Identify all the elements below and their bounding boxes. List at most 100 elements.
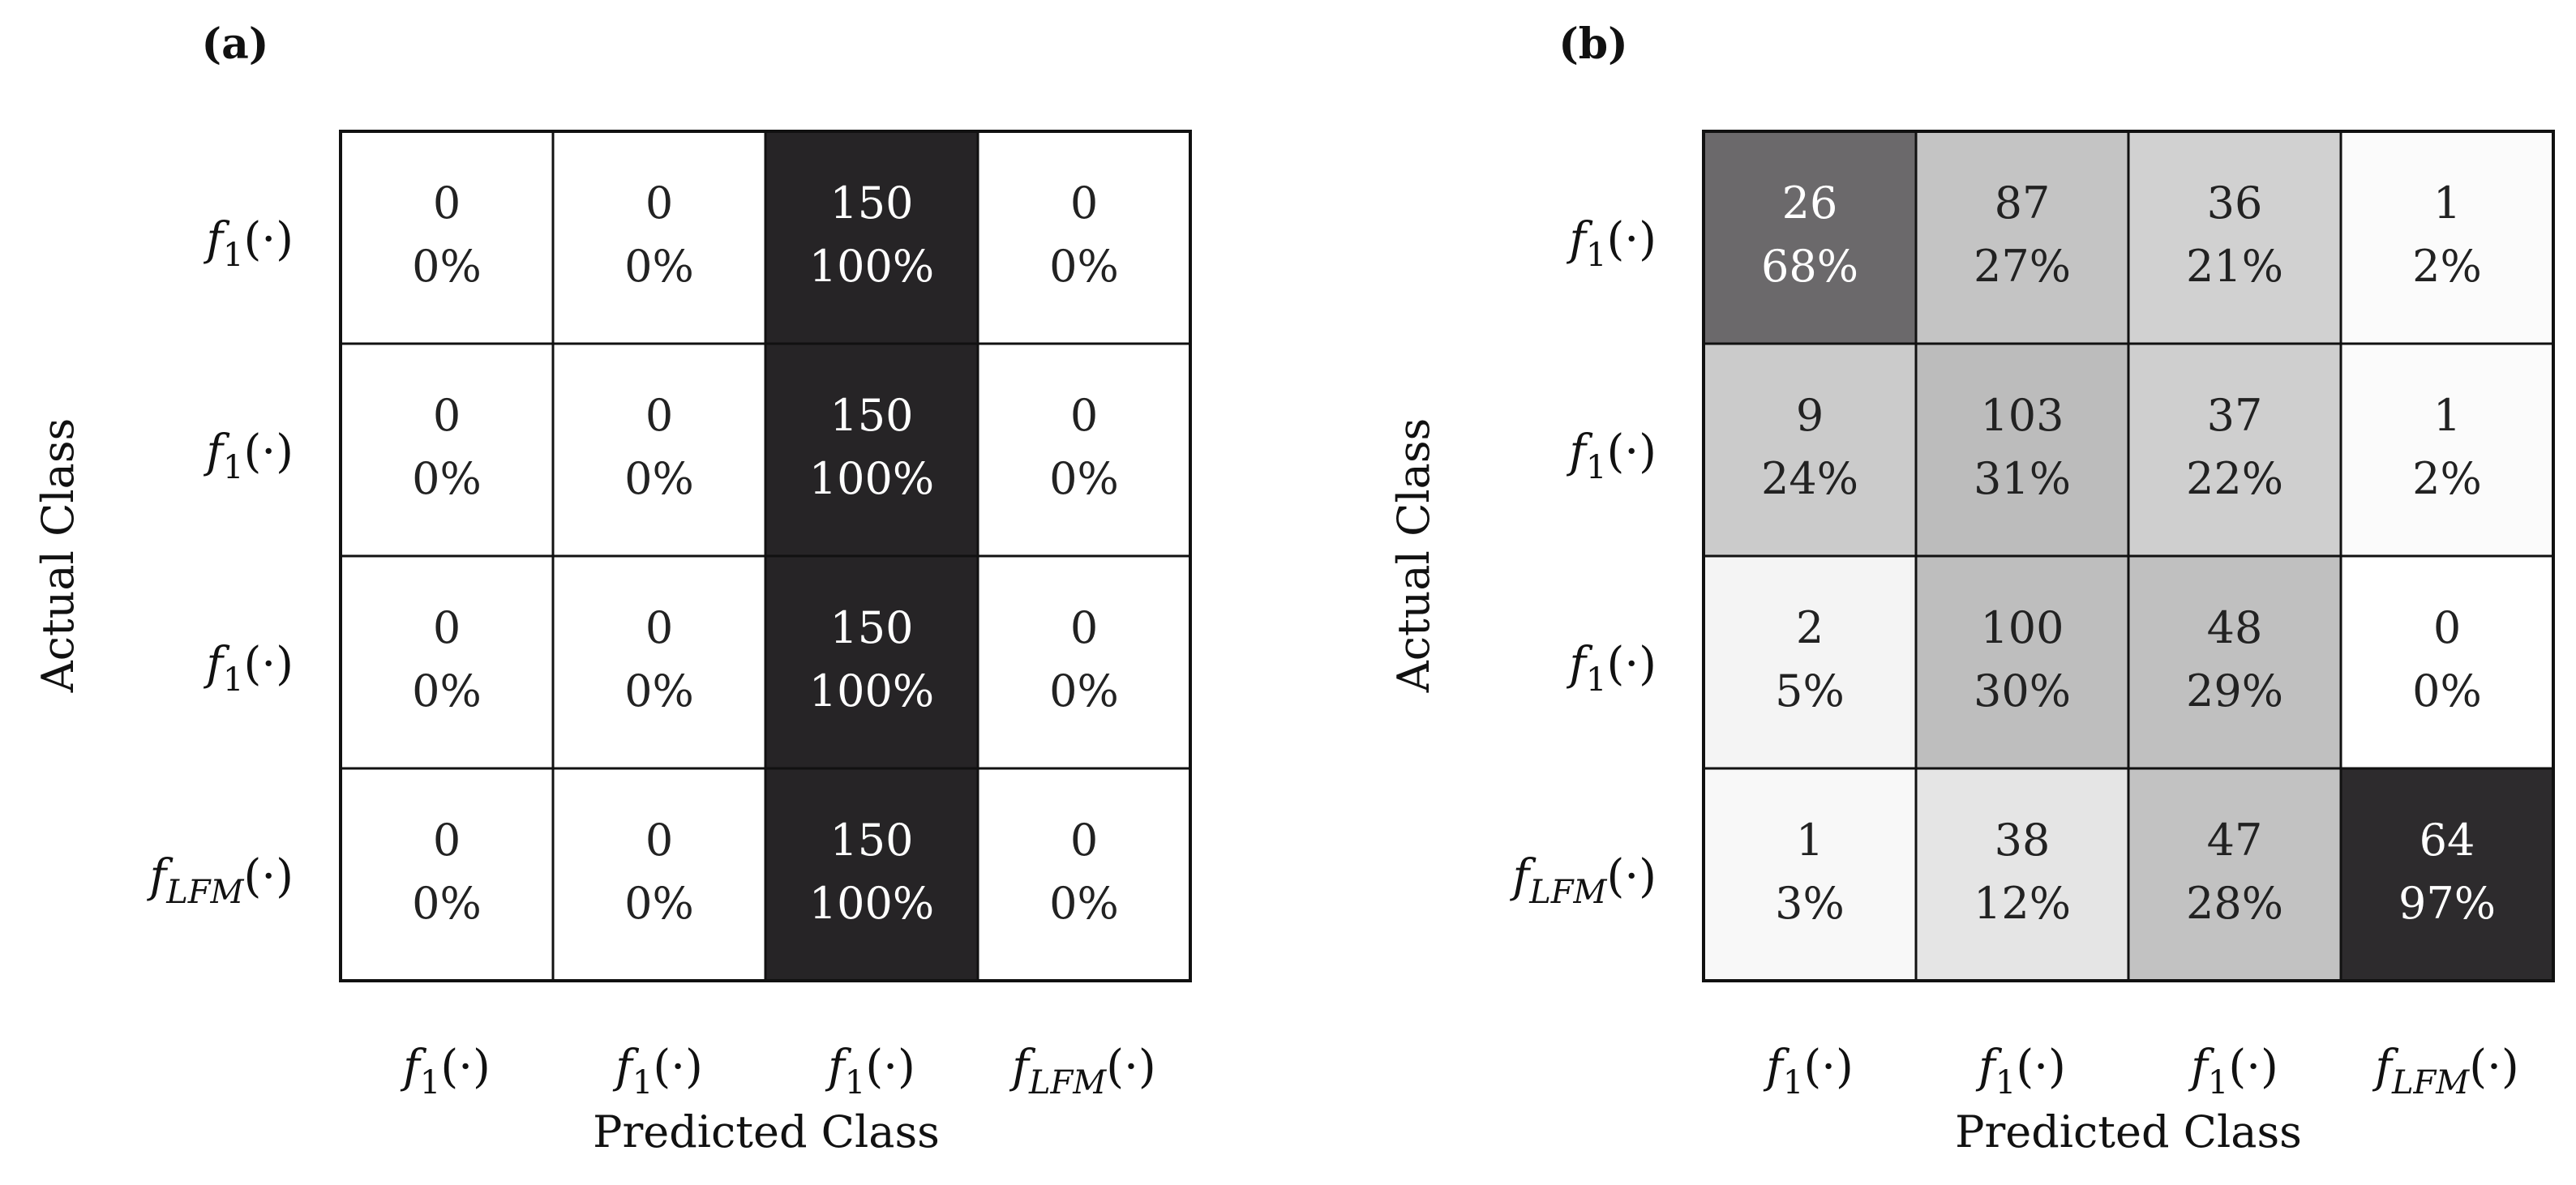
matrix-cell: 00% bbox=[339, 767, 555, 982]
cell-fill bbox=[2339, 554, 2555, 770]
cell-count: 103 bbox=[1980, 390, 2064, 441]
matrix-cell: 00% bbox=[551, 767, 767, 982]
cell-percent: 24% bbox=[1761, 453, 1858, 504]
cell-fill bbox=[764, 554, 979, 770]
cell-percent: 0% bbox=[412, 241, 482, 292]
cell-fill bbox=[1702, 767, 1918, 982]
matrix-cell: 150 100% bbox=[764, 342, 979, 558]
cell-count: 47 bbox=[2207, 815, 2263, 866]
cell-fill bbox=[2127, 342, 2342, 558]
cell-count: 0 bbox=[645, 815, 673, 866]
cell-fill bbox=[1702, 342, 1918, 558]
cell-count: 0 bbox=[2433, 602, 2461, 653]
cell-count: 38 bbox=[1995, 815, 2051, 866]
cell-fill bbox=[551, 130, 767, 345]
y-tick-label: f1(·) bbox=[203, 426, 294, 486]
cell-percent: 22% bbox=[2186, 453, 2283, 504]
cell-fill bbox=[764, 342, 979, 558]
y-tick-label: f1(·) bbox=[1566, 426, 1657, 486]
cell-percent: 0% bbox=[624, 665, 694, 717]
cell-count: 0 bbox=[1070, 178, 1098, 229]
cell-count: 0 bbox=[433, 178, 461, 229]
y-tick-label: f1(·) bbox=[203, 213, 294, 274]
cell-fill bbox=[1914, 130, 2130, 345]
cell-percent: 0% bbox=[1049, 665, 1119, 717]
cell-percent: 31% bbox=[1974, 453, 2071, 504]
cell-percent: 0% bbox=[412, 665, 482, 717]
y-tick-label: f1(·) bbox=[1566, 213, 1657, 274]
x-tick-label: f1(·) bbox=[612, 1041, 703, 1102]
cell-count: 48 bbox=[2207, 602, 2263, 653]
cell-count: 0 bbox=[645, 602, 673, 653]
matrix-cell: 00% bbox=[551, 554, 767, 770]
cell-fill bbox=[339, 130, 555, 345]
matrix-cell: 00% bbox=[551, 130, 767, 345]
cell-percent: 0% bbox=[1049, 453, 1119, 504]
cell-fill bbox=[339, 767, 555, 982]
cell-count: 0 bbox=[433, 815, 461, 866]
cell-percent: 30% bbox=[1974, 665, 2071, 717]
cell-percent: 0% bbox=[2412, 665, 2482, 717]
cell-count: 36 bbox=[2207, 178, 2263, 229]
x-tick-label: f1(·) bbox=[400, 1041, 491, 1102]
cell-count: 150 bbox=[829, 602, 913, 653]
cell-fill bbox=[976, 554, 1192, 770]
cell-percent: 5% bbox=[1775, 665, 1845, 717]
cell-percent: 97% bbox=[2398, 878, 2496, 929]
cell-percent: 0% bbox=[1049, 241, 1119, 292]
matrix-cell: 12% bbox=[2339, 342, 2555, 558]
cell-count: 150 bbox=[829, 178, 913, 229]
confusion-matrix-b: (b)2668%8727%3621%12%924%10331%3722%12%2… bbox=[1388, 19, 2555, 1157]
cell-count: 0 bbox=[433, 390, 461, 441]
y-axis-title: Actual Class bbox=[1388, 418, 1439, 694]
cell-percent: 2% bbox=[2412, 241, 2482, 292]
cell-fill bbox=[2127, 130, 2342, 345]
cell-percent: 100% bbox=[809, 241, 934, 292]
cell-fill bbox=[339, 342, 555, 558]
cell-fill bbox=[2339, 342, 2555, 558]
cell-percent: 21% bbox=[2186, 241, 2283, 292]
matrix-cell: 150 100% bbox=[764, 130, 979, 345]
matrix-cell: 00% bbox=[551, 342, 767, 558]
cell-fill bbox=[2339, 767, 2555, 982]
matrix-cell: 00% bbox=[339, 342, 555, 558]
matrix-cell: 00% bbox=[976, 554, 1192, 770]
cell-count: 37 bbox=[2207, 390, 2263, 441]
x-tick-label: f1(·) bbox=[1763, 1041, 1854, 1102]
matrix-cell: 25% bbox=[1702, 554, 1918, 770]
cell-fill bbox=[1914, 342, 2130, 558]
cell-count: 0 bbox=[645, 178, 673, 229]
cell-percent: 0% bbox=[624, 878, 694, 929]
cell-percent: 100% bbox=[809, 665, 934, 717]
x-axis-title: Predicted Class bbox=[593, 1106, 940, 1157]
cell-count: 26 bbox=[1782, 178, 1838, 229]
y-tick-label: fLFM(·) bbox=[146, 850, 294, 911]
matrix-cell: 00% bbox=[339, 554, 555, 770]
cell-percent: 0% bbox=[412, 453, 482, 504]
cell-count: 87 bbox=[1995, 178, 2051, 229]
matrix-cell: 00% bbox=[339, 130, 555, 345]
cell-percent: 27% bbox=[1974, 241, 2071, 292]
cell-count: 9 bbox=[1796, 390, 1824, 441]
y-axis-title: Actual Class bbox=[32, 418, 84, 694]
cell-fill bbox=[764, 130, 979, 345]
matrix-cell: 00% bbox=[976, 342, 1192, 558]
cell-count: 1 bbox=[1796, 815, 1824, 866]
matrix-cell: 00% bbox=[2339, 554, 2555, 770]
x-tick-label: f1(·) bbox=[2188, 1041, 2278, 1102]
y-tick-label: fLFM(·) bbox=[1509, 850, 1657, 911]
matrix-cell: 924% bbox=[1702, 342, 1918, 558]
y-tick-label: f1(·) bbox=[203, 638, 294, 699]
cell-count: 0 bbox=[1070, 815, 1098, 866]
y-tick-label: f1(·) bbox=[1566, 638, 1657, 699]
cell-percent: 0% bbox=[1049, 878, 1119, 929]
matrix-cell: 150 100% bbox=[764, 554, 979, 770]
cell-fill bbox=[976, 767, 1192, 982]
cell-count: 0 bbox=[1070, 602, 1098, 653]
cell-fill bbox=[764, 767, 979, 982]
x-axis-title: Predicted Class bbox=[1955, 1106, 2302, 1157]
